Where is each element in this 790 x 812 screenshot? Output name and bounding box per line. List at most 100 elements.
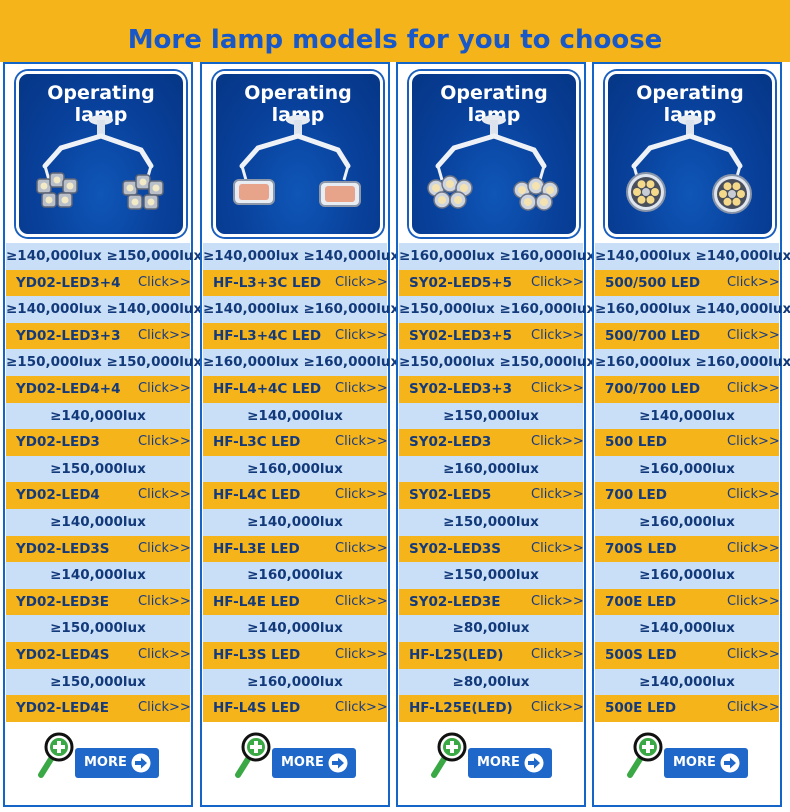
model-name[interactable]: HF-L25(LED) <box>409 646 504 663</box>
click-link[interactable]: Click>> <box>335 434 388 450</box>
click-link[interactable]: Click>> <box>727 646 780 662</box>
model-row[interactable]: 700E LED Click>> <box>595 588 780 616</box>
model-name[interactable]: HF-L4+4C LED <box>213 380 322 397</box>
click-link[interactable]: Click>> <box>335 700 388 716</box>
model-row[interactable]: HF-L4+4C LED Click>> <box>203 375 388 403</box>
model-name[interactable]: 500E LED <box>605 700 677 717</box>
more-button[interactable]: MORE <box>75 748 159 778</box>
model-name[interactable]: YD02-LED3+4 <box>16 274 121 291</box>
magnifier-plus-icon[interactable] <box>234 731 276 781</box>
model-row[interactable]: 700S LED Click>> <box>595 535 780 563</box>
model-name[interactable]: 500/700 LED <box>605 327 701 344</box>
click-link[interactable]: Click>> <box>138 380 191 396</box>
model-name[interactable]: HF-L4E LED <box>213 593 300 610</box>
model-name[interactable]: SY02-LED5 <box>409 487 492 504</box>
model-row[interactable]: HF-L3+4C LED Click>> <box>203 322 388 350</box>
model-name[interactable]: HF-L3C LED <box>213 434 301 451</box>
product-card[interactable]: Operating lamp <box>213 71 383 237</box>
model-row[interactable]: SY02-LED3S Click>> <box>399 535 584 563</box>
model-row[interactable]: YD02-LED4E Click>> <box>6 695 191 722</box>
model-name[interactable]: HF-L4S LED <box>213 700 301 717</box>
magnifier-plus-icon[interactable] <box>430 731 472 781</box>
model-row[interactable]: YD02-LED3+4 Click>> <box>6 269 191 297</box>
model-row[interactable]: YD02-LED4 Click>> <box>6 482 191 509</box>
model-row[interactable]: SY02-LED3+3 Click>> <box>399 375 584 403</box>
click-link[interactable]: Click>> <box>138 487 191 503</box>
click-link[interactable]: Click>> <box>531 646 584 662</box>
click-link[interactable]: Click>> <box>531 274 584 290</box>
click-link[interactable]: Click>> <box>727 540 780 556</box>
model-row[interactable]: 500/500 LED Click>> <box>595 269 780 297</box>
click-link[interactable]: Click>> <box>727 700 780 716</box>
model-row[interactable]: 700 LED Click>> <box>595 482 780 509</box>
model-row[interactable]: 700/700 LED Click>> <box>595 375 780 403</box>
model-row[interactable]: 500E LED Click>> <box>595 695 780 722</box>
click-link[interactable]: Click>> <box>335 646 388 662</box>
click-link[interactable]: Click>> <box>531 487 584 503</box>
click-link[interactable]: Click>> <box>727 434 780 450</box>
click-link[interactable]: Click>> <box>138 593 191 609</box>
model-name[interactable]: 700/700 LED <box>605 380 701 397</box>
click-link[interactable]: Click>> <box>138 646 191 662</box>
model-row[interactable]: HF-L3+3C LED Click>> <box>203 269 388 297</box>
model-name[interactable]: YD02-LED3 <box>16 434 100 451</box>
model-name[interactable]: YD02-LED3S <box>16 540 110 557</box>
model-name[interactable]: HF-L25E(LED) <box>409 700 513 717</box>
click-link[interactable]: Click>> <box>727 487 780 503</box>
model-row[interactable]: HF-L3C LED Click>> <box>203 429 388 456</box>
click-link[interactable]: Click>> <box>727 327 780 343</box>
magnifier-plus-icon[interactable] <box>37 731 79 781</box>
model-name[interactable]: YD02-LED3+3 <box>16 327 121 344</box>
model-row[interactable]: HF-L25(LED) Click>> <box>399 641 584 669</box>
model-row[interactable]: 500 LED Click>> <box>595 429 780 456</box>
model-name[interactable]: 500/500 LED <box>605 274 701 291</box>
click-link[interactable]: Click>> <box>138 700 191 716</box>
model-row[interactable]: 500S LED Click>> <box>595 641 780 669</box>
model-row[interactable]: YD02-LED3S Click>> <box>6 535 191 563</box>
model-row[interactable]: HF-L3S LED Click>> <box>203 641 388 669</box>
model-name[interactable]: YD02-LED4 <box>16 487 100 504</box>
click-link[interactable]: Click>> <box>531 434 584 450</box>
click-link[interactable]: Click>> <box>335 380 388 396</box>
model-row[interactable]: YD02-LED3 Click>> <box>6 429 191 456</box>
model-name[interactable]: HF-L3+4C LED <box>213 327 322 344</box>
model-row[interactable]: 500/700 LED Click>> <box>595 322 780 350</box>
click-link[interactable]: Click>> <box>138 274 191 290</box>
click-link[interactable]: Click>> <box>138 327 191 343</box>
click-link[interactable]: Click>> <box>335 274 388 290</box>
model-name[interactable]: 700 LED <box>605 487 667 504</box>
model-row[interactable]: YD02-LED4S Click>> <box>6 641 191 669</box>
click-link[interactable]: Click>> <box>531 700 584 716</box>
model-row[interactable]: SY02-LED5 Click>> <box>399 482 584 509</box>
model-row[interactable]: HF-L25E(LED) Click>> <box>399 695 584 722</box>
model-row[interactable]: HF-L3E LED Click>> <box>203 535 388 563</box>
model-name[interactable]: HF-L4C LED <box>213 487 301 504</box>
model-row[interactable]: SY02-LED3+5 Click>> <box>399 322 584 350</box>
click-link[interactable]: Click>> <box>727 274 780 290</box>
click-link[interactable]: Click>> <box>531 593 584 609</box>
model-name[interactable]: SY02-LED5+5 <box>409 274 513 291</box>
click-link[interactable]: Click>> <box>138 540 191 556</box>
click-link[interactable]: Click>> <box>727 593 780 609</box>
click-link[interactable]: Click>> <box>531 540 584 556</box>
model-row[interactable]: YD02-LED4+4 Click>> <box>6 375 191 403</box>
click-link[interactable]: Click>> <box>335 593 388 609</box>
more-button[interactable]: MORE <box>272 748 356 778</box>
click-link[interactable]: Click>> <box>335 487 388 503</box>
click-link[interactable]: Click>> <box>335 540 388 556</box>
click-link[interactable]: Click>> <box>531 327 584 343</box>
model-name[interactable]: 500S LED <box>605 646 677 663</box>
more-button[interactable]: MORE <box>664 748 748 778</box>
model-name[interactable]: YD02-LED4E <box>16 700 110 717</box>
model-name[interactable]: HF-L3+3C LED <box>213 274 322 291</box>
model-name[interactable]: SY02-LED3+5 <box>409 327 513 344</box>
model-name[interactable]: HF-L3S LED <box>213 646 301 663</box>
product-card[interactable]: Operating lamp <box>409 71 579 237</box>
click-link[interactable]: Click>> <box>727 380 780 396</box>
click-link[interactable]: Click>> <box>335 327 388 343</box>
model-row[interactable]: SY02-LED3 Click>> <box>399 429 584 456</box>
model-row[interactable]: HF-L4S LED Click>> <box>203 695 388 722</box>
model-name[interactable]: 500 LED <box>605 434 667 451</box>
model-name[interactable]: SY02-LED3+3 <box>409 380 513 397</box>
click-link[interactable]: Click>> <box>138 434 191 450</box>
